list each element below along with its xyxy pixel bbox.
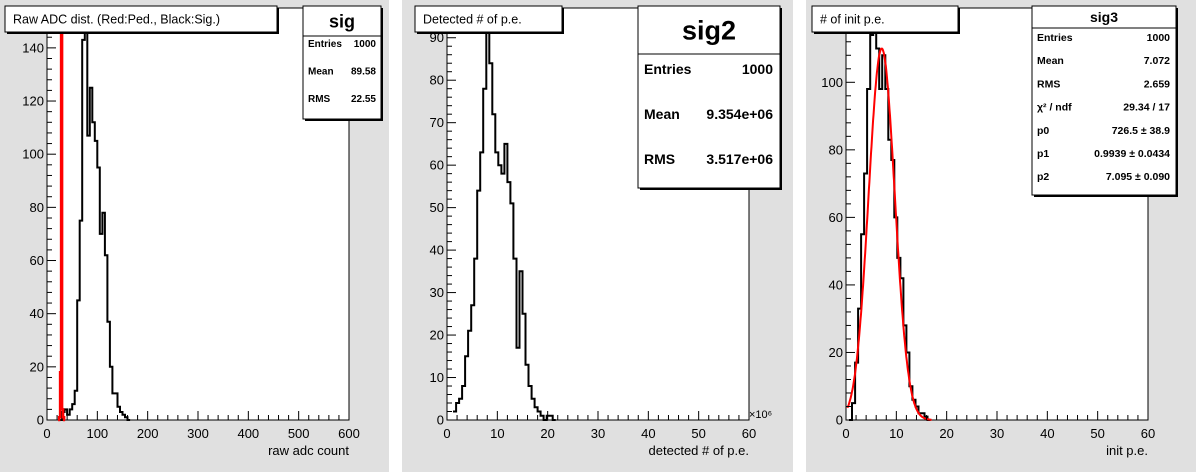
x-tick-label: 20 — [540, 426, 554, 441]
y-tick-label: 100 — [22, 147, 44, 162]
x-axis-title: raw adc count — [268, 443, 349, 458]
y-tick-label: 60 — [30, 253, 44, 268]
stats-value: 9.354e+06 — [706, 106, 773, 122]
plot-frame — [46, 7, 350, 421]
chart-init-pe: 0102030405060020406080100120init p.e.# o… — [811, 5, 1178, 458]
x-tick-label: 10 — [889, 426, 903, 441]
stats-value: 89.58 — [351, 67, 376, 78]
x-tick-label: 30 — [591, 426, 605, 441]
stats-label: p0 — [1037, 125, 1049, 137]
stats-name: sig — [329, 11, 355, 31]
pad-3[interactable]: 0102030405060020406080100120init p.e.# o… — [806, 0, 1196, 472]
x-tick-label: 400 — [237, 426, 259, 441]
y-tick-label: 80 — [30, 200, 44, 215]
x-tick-label: 50 — [1090, 426, 1104, 441]
x-tick-label: 0 — [43, 426, 50, 441]
stats-label: p1 — [1037, 148, 1049, 160]
chart-title: Detected # of p.e. — [423, 13, 522, 27]
stats-label: p2 — [1037, 171, 1049, 183]
y-tick-label: 20 — [30, 359, 44, 374]
stats-box — [302, 5, 382, 120]
y-tick-label: 70 — [430, 115, 444, 130]
y-tick-label: 0 — [437, 413, 444, 428]
x-tick-label: 500 — [288, 426, 310, 441]
stats-value: 29.34 / 17 — [1123, 102, 1170, 114]
x-tick-label: 60 — [1141, 426, 1155, 441]
stats-value: 7.072 — [1144, 55, 1170, 67]
y-tick-label: 60 — [829, 210, 843, 225]
histogram-series-0 — [453, 28, 556, 421]
stats-label: Mean — [1037, 55, 1064, 67]
stats-value: 0.9939 ± 0.0434 — [1094, 148, 1170, 160]
y-tick-label: 60 — [430, 158, 444, 173]
stats-name: sig2 — [682, 16, 736, 46]
y-tick-label: 0 — [836, 413, 843, 428]
y-tick-label: 20 — [829, 345, 843, 360]
y-tick-label: 80 — [430, 73, 444, 88]
stats-label: Entries — [644, 61, 692, 77]
chart-title: Raw ADC dist. (Red:Ped., Black:Sig.) — [13, 13, 220, 27]
x-tick-label: 50 — [691, 426, 705, 441]
stats-value: 726.5 ± 38.9 — [1112, 125, 1170, 137]
x-tick-label: 600 — [338, 426, 360, 441]
x-tick-label: 200 — [137, 426, 159, 441]
stats-value: 7.095 ± 0.090 — [1106, 171, 1170, 183]
x-tick-label: 20 — [939, 426, 953, 441]
histogram-series-0 — [59, 20, 131, 421]
y-tick-label: 100 — [821, 75, 843, 90]
fit-curve — [846, 47, 932, 421]
x-tick-label: 30 — [990, 426, 1004, 441]
stats-label: Entries — [308, 39, 342, 50]
stats-value: 1000 — [742, 61, 773, 77]
title-box — [4, 5, 278, 33]
stats-label: RMS — [308, 94, 331, 105]
x-tick-label: 40 — [641, 426, 655, 441]
y-tick-label: 50 — [430, 200, 444, 215]
chart-raw-adc: 0 100 200 300 400 500 600 0 20 40 60 80 100 120 140 raw… — [4, 5, 383, 458]
stats-label: χ² / ndf — [1037, 102, 1072, 114]
y-tick-label: 30 — [430, 285, 444, 300]
x-axis-title: init p.e. — [1106, 443, 1148, 458]
y-tick-label: 40 — [829, 277, 843, 292]
x-tick-label: 300 — [187, 426, 209, 441]
y-tick-label: 10 — [430, 370, 444, 385]
x-tick-label: 0 — [842, 426, 849, 441]
x-tick-label: 10 — [490, 426, 504, 441]
title-box — [414, 5, 563, 33]
title-box — [811, 5, 959, 33]
x-axis-multiplier: ×10⁶ — [749, 409, 772, 421]
y-tick-label: 80 — [829, 142, 843, 157]
stats-value: 2.659 — [1144, 78, 1170, 90]
stats-name: sig3 — [1090, 9, 1118, 25]
stats-label: RMS — [644, 151, 675, 167]
chart-title: # of init p.e. — [820, 13, 885, 27]
stats-label: RMS — [1037, 78, 1060, 90]
histogram-series-0 — [849, 27, 931, 421]
stats-box — [637, 5, 781, 189]
y-tick-label: 20 — [430, 328, 444, 343]
y-tick-label: 0 — [37, 413, 44, 428]
stats-label: Mean — [308, 67, 334, 78]
x-tick-label: 0 — [443, 426, 450, 441]
y-tick-label: 40 — [430, 243, 444, 258]
stats-box — [1031, 5, 1177, 196]
y-tick-label: 120 — [22, 94, 44, 109]
stats-value: 1000 — [1147, 32, 1171, 44]
pad-2[interactable]: 0 10 20 30 40 50 60 0 10 20 30 40 50 60 70 80 90 detected… — [402, 0, 793, 472]
x-tick-label: 100 — [86, 426, 108, 441]
stats-value: 1000 — [354, 39, 377, 50]
stats-value: 22.55 — [351, 94, 376, 105]
stats-label: Mean — [644, 106, 680, 122]
chart-detected-pe: 0 10 20 30 40 50 600102030405060708090detected… — [414, 5, 782, 458]
x-axis-title: detected # of p.e. — [649, 443, 749, 458]
stats-value: 3.517e+06 — [706, 151, 773, 167]
pad-1[interactable]: 0 100 200 300 400 500 600 0 20 40 60 80 100 120 140 raw… — [0, 0, 389, 472]
x-tick-label: 40 — [1040, 426, 1054, 441]
y-tick-label: 40 — [30, 306, 44, 321]
y-tick-label: 140 — [22, 40, 44, 55]
x-tick-label: 60 — [742, 426, 756, 441]
stats-label: Entries — [1037, 32, 1073, 44]
